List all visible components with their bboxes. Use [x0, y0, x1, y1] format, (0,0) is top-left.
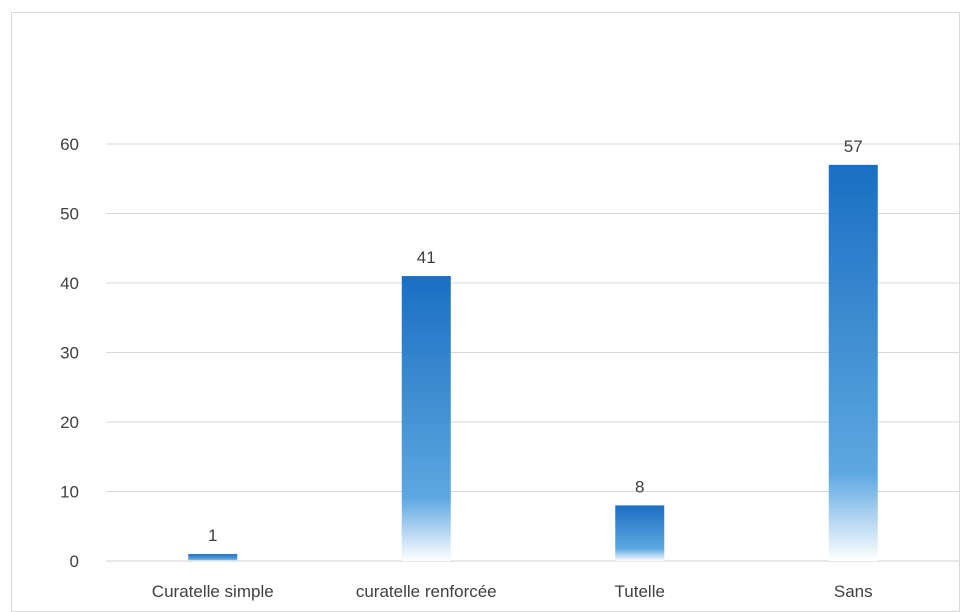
y-tick-label: 40 [60, 274, 79, 293]
data-label: 41 [417, 248, 436, 267]
bar [615, 505, 665, 561]
y-tick-label: 0 [70, 552, 79, 571]
y-tick-label: 50 [60, 205, 79, 224]
y-tick-label: 20 [60, 413, 79, 432]
data-label: 1 [208, 526, 217, 545]
x-tick-label: Sans [834, 582, 873, 601]
y-axis-ticks: 0 10 20 30 40 50 60 [60, 135, 79, 571]
chart-frame [11, 12, 960, 612]
y-tick-label: 10 [60, 483, 79, 502]
y-tick-label: 30 [60, 344, 79, 363]
x-axis-ticks: Curatelle simple curatelle renforcée Tutel… [152, 582, 873, 601]
x-tick-label: curatelle renforcée [356, 582, 497, 601]
bars [188, 164, 878, 561]
x-tick-label: Curatelle simple [152, 582, 274, 601]
y-tick-label: 60 [60, 135, 79, 154]
data-label: 57 [844, 137, 863, 156]
bar [401, 276, 451, 561]
data-labels: 1 41 8 57 [208, 137, 863, 545]
gridlines [106, 143, 960, 562]
bar [188, 554, 238, 561]
bar [828, 164, 878, 561]
data-label: 8 [635, 477, 644, 496]
x-tick-label: Tutelle [615, 582, 665, 601]
